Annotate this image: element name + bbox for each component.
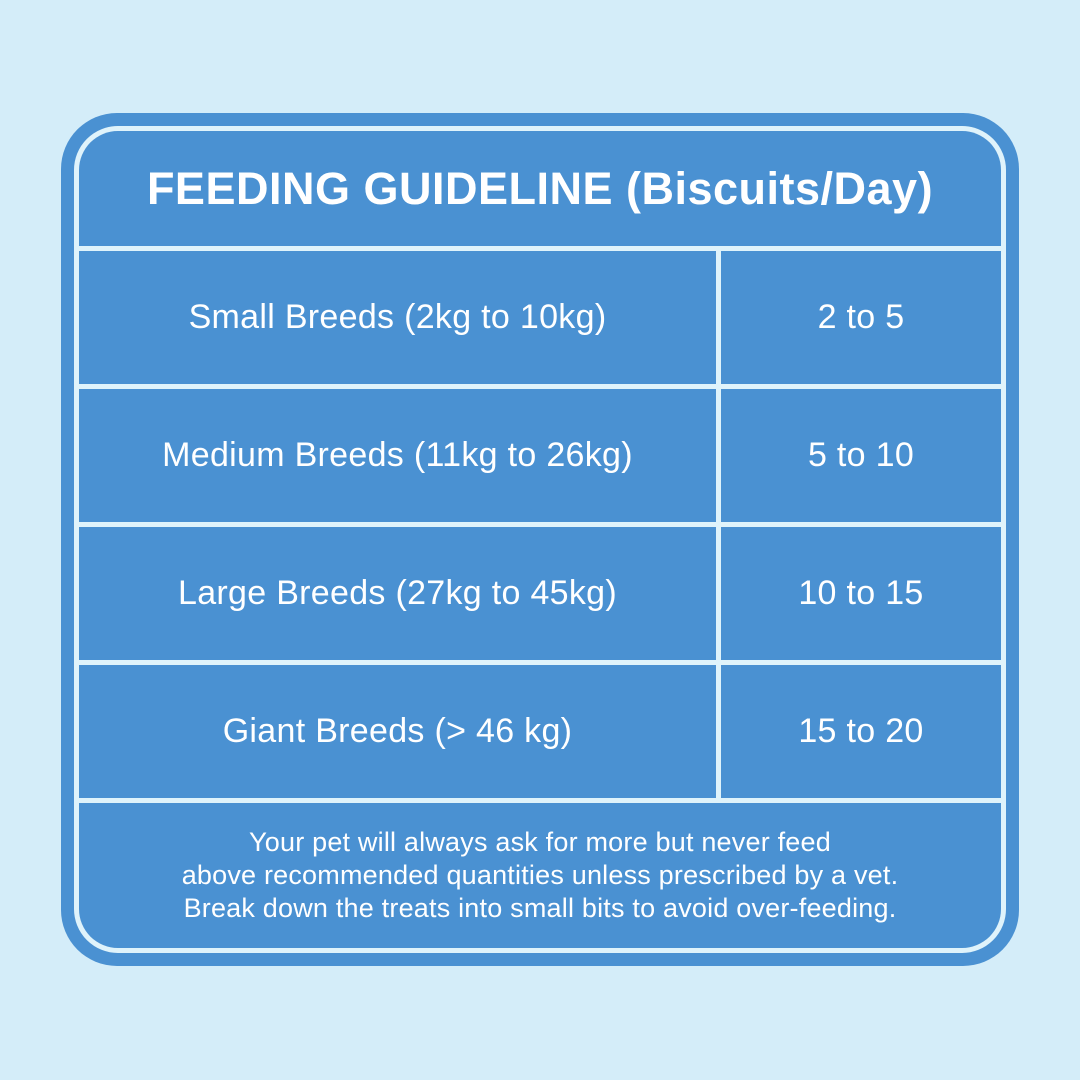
table-row-small-amount-cell: 2 to 5 — [721, 251, 1001, 384]
table-row-large-breed-cell: Large Breeds (27kg to 45kg) — [79, 527, 716, 660]
table-row-giant-amount-cell: 15 to 20 — [721, 665, 1001, 798]
page-title: FEEDING GUIDELINE (Biscuits/Day) — [79, 131, 1001, 246]
table-row-large-amount-cell: 10 to 15 — [721, 527, 1001, 660]
feeding-note: Your pet will always ask for more but ne… — [79, 803, 1001, 948]
table-row-giant-breed-cell: Giant Breeds (> 46 kg) — [79, 665, 716, 798]
feeding-note-line-2: above recommended quantities unless pres… — [181, 860, 899, 890]
feeding-guideline-table: FEEDING GUIDELINE (Biscuits/Day) Small B… — [74, 126, 1006, 953]
table-row-small-breed-cell: Small Breeds (2kg to 10kg) — [79, 251, 716, 384]
feeding-note-line-3: Break down the treats into small bits to… — [183, 893, 897, 923]
table-row-medium-amount-cell: 5 to 10 — [721, 389, 1001, 522]
feeding-guideline-card: FEEDING GUIDELINE (Biscuits/Day) Small B… — [61, 113, 1019, 966]
table-row-medium-breed-cell: Medium Breeds (11kg to 26kg) — [79, 389, 716, 522]
feeding-note-line-1: Your pet will always ask for more but ne… — [249, 827, 831, 857]
